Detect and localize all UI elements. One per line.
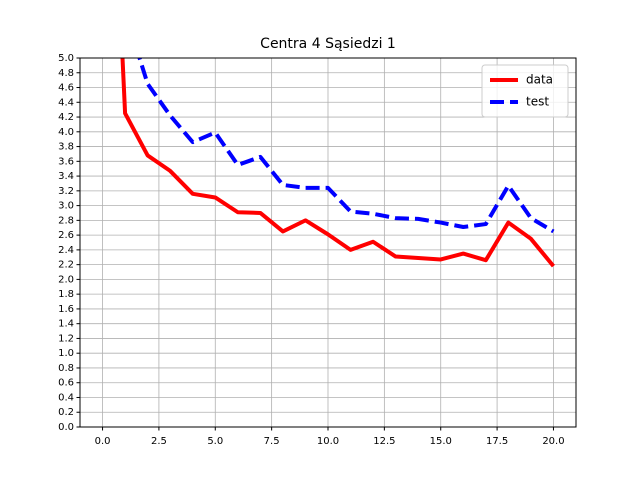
y-tick-label: 1.8 [58, 289, 74, 300]
y-tick-label: 2.6 [58, 230, 74, 241]
y-tick-label: 4.6 [58, 83, 74, 94]
y-tick-label: 3.6 [58, 156, 74, 167]
y-tick-label: 3.2 [58, 186, 74, 197]
data-line [137, 58, 555, 234]
y-tick-label: 1.6 [58, 304, 74, 315]
legend-label: data [526, 73, 553, 87]
x-tick-label: 17.5 [486, 436, 508, 447]
legend-box [481, 64, 569, 118]
legend-label: test [526, 95, 549, 109]
y-tick-label: 0.0 [58, 422, 74, 433]
y-tick-label: 0.8 [58, 363, 74, 374]
y-tick-label: 0.2 [58, 407, 74, 418]
y-tick-label: 1.0 [58, 348, 74, 359]
y-tick-label: 2.2 [58, 260, 74, 271]
y-tick-label: 4.0 [58, 127, 74, 138]
y-tick-label: 5.0 [58, 53, 74, 64]
y-tick-label: 2.4 [58, 245, 74, 256]
y-tick-label: 3.4 [58, 171, 74, 182]
x-tick-label: 7.5 [264, 436, 280, 447]
y-tick-label: 1.4 [58, 319, 74, 330]
x-tick-label: 0.0 [95, 436, 111, 447]
x-tick-label: 12.5 [373, 436, 395, 447]
y-tick-label: 2.0 [58, 274, 74, 285]
x-tick-label: 10.0 [317, 436, 339, 447]
y-tick-label: 4.8 [58, 68, 74, 79]
y-tick-label: 2.8 [58, 215, 74, 226]
data-line [120, 58, 555, 268]
chart-title: Centra 4 Sąsiedzi 1 [260, 36, 396, 52]
y-tick-label: 0.6 [58, 378, 74, 389]
x-tick-label: 20.0 [542, 436, 564, 447]
x-tick-label: 5.0 [207, 436, 223, 447]
y-tick-label: 4.2 [58, 112, 74, 123]
x-tick-label: 15.0 [430, 436, 452, 447]
y-tick-label: 3.0 [58, 201, 74, 212]
y-tick-label: 3.8 [58, 142, 74, 153]
x-tick-label: 2.5 [151, 436, 167, 447]
y-tick-label: 0.4 [58, 392, 74, 403]
y-tick-label: 1.2 [58, 333, 74, 344]
y-tick-label: 4.4 [58, 97, 74, 108]
